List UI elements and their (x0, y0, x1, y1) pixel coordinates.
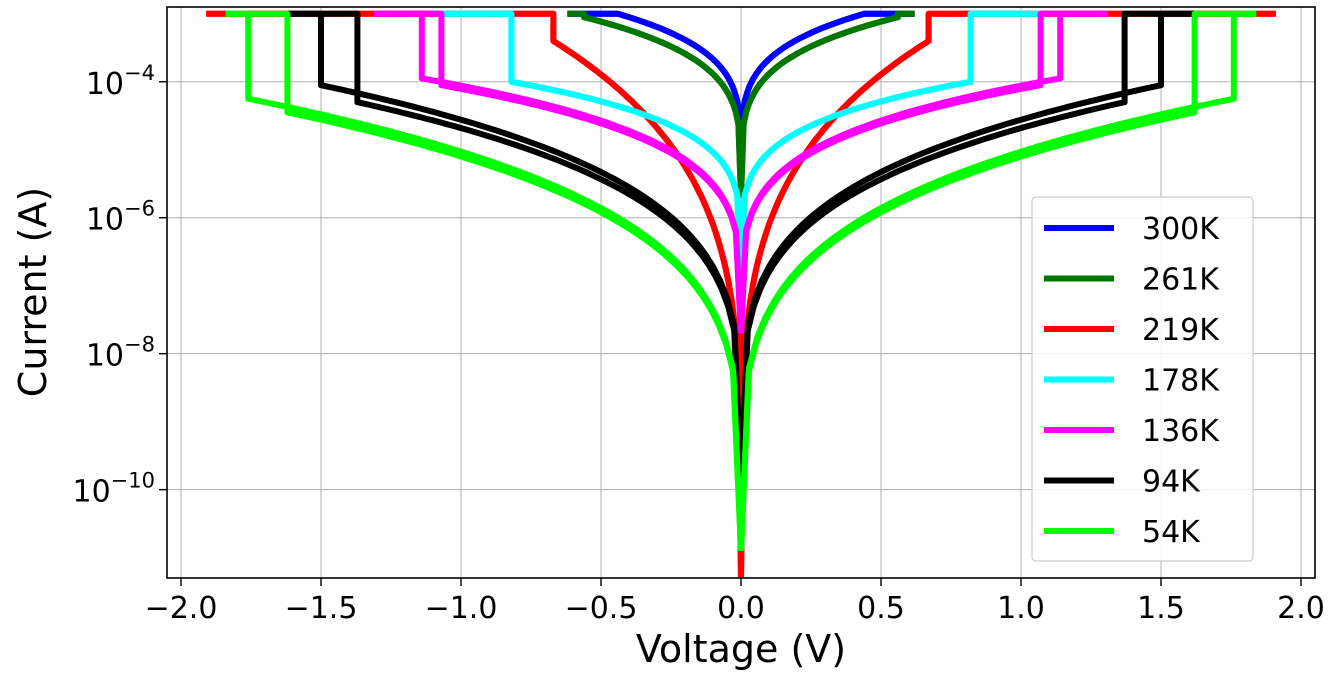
x-tick-label: −0.5 (565, 591, 638, 626)
series-136K (374, 10, 1108, 334)
legend-label-300K: 300K (1142, 212, 1220, 247)
series-54K (225, 10, 1257, 551)
series-line-94K (287, 10, 744, 490)
x-tick-label: 1.0 (997, 591, 1045, 626)
series-178K (438, 10, 1044, 273)
series-line-94K (738, 10, 1195, 490)
series-line-300K (567, 10, 744, 177)
series-line-261K (567, 10, 744, 198)
x-tick-label: 0.5 (857, 591, 905, 626)
x-tick-label: −1.5 (285, 591, 358, 626)
x-tick-label: −2.0 (145, 591, 218, 626)
series-line-261K (738, 10, 915, 198)
series-line-300K (738, 10, 915, 177)
x-tick-label: 2.0 (1277, 591, 1325, 626)
x-axis-ticks: −2.0 −1.5 −1.0 −0.5 0.0 0.5 1.0 1.5 2.0 (145, 578, 1325, 626)
series-line-94K (287, 10, 744, 490)
x-tick-label: −1.0 (425, 591, 498, 626)
y-tick-label: 10−4 (86, 61, 155, 102)
legend-label-178K: 178K (1142, 364, 1220, 399)
x-tick-label: 0.0 (717, 591, 765, 626)
series-line-54K (738, 10, 1257, 551)
series-line-136K (738, 10, 1108, 334)
series-line-178K (438, 10, 744, 273)
x-axis-label: Voltage (V) (636, 627, 846, 671)
series-line-136K (374, 10, 744, 334)
y-axis-ticks: 10−4 10−6 10−8 10−10 (72, 61, 167, 510)
series-300K (567, 10, 915, 177)
legend-label-136K: 136K (1142, 414, 1220, 449)
legend: 300K 261K 219K 178K 136K 94K 54K (1031, 196, 1254, 562)
legend-label-219K: 219K (1142, 313, 1220, 348)
series-261K (567, 10, 915, 198)
series-line-178K (738, 10, 1044, 273)
legend-label-54K: 54K (1142, 515, 1201, 550)
series-94K (287, 10, 1195, 490)
series-line-94K (738, 10, 1195, 490)
y-tick-label: 10−6 (86, 197, 155, 238)
legend-box (1031, 196, 1254, 562)
series-line-178K (738, 10, 1044, 273)
y-tick-label: 10−10 (72, 469, 155, 510)
series-line-54K (225, 10, 744, 551)
y-tick-label: 10−8 (86, 333, 155, 374)
y-axis-label: Current (A) (11, 187, 55, 397)
series-line-178K (438, 10, 744, 273)
legend-label-261K: 261K (1142, 263, 1220, 298)
series-layer (206, 10, 1276, 579)
x-tick-label: 1.5 (1137, 591, 1185, 626)
legend-label-94K: 94K (1142, 465, 1201, 500)
